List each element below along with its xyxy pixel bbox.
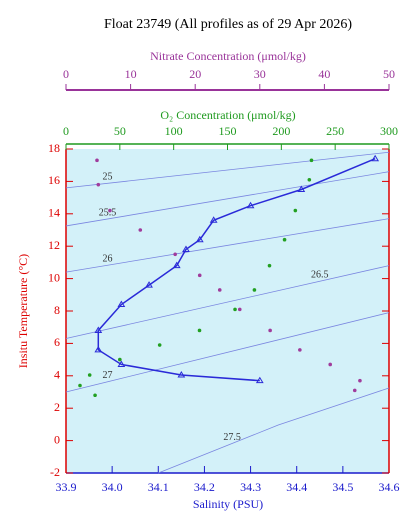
x-tick-label: 34.0 bbox=[102, 480, 123, 494]
chart-title: Float 23749 (All profiles as of 29 Apr 2… bbox=[104, 17, 352, 32]
nitrate-axis-label: Nitrate Concentration (μmol/kg) bbox=[150, 49, 306, 63]
profile-dot bbox=[138, 228, 143, 232]
contour-label: 25 bbox=[103, 172, 113, 183]
profile-dot bbox=[157, 343, 162, 347]
plot-background bbox=[66, 149, 389, 473]
contour-label: 27.5 bbox=[223, 432, 241, 443]
nitrate-tick-label: 30 bbox=[254, 67, 266, 81]
y-tick-label: 12 bbox=[48, 238, 60, 252]
profile-dot bbox=[267, 263, 272, 268]
o2-tick-label: 0 bbox=[63, 124, 69, 138]
y-tick-label: 0 bbox=[54, 432, 60, 446]
profile-dot bbox=[252, 288, 257, 292]
y-tick-label: 2 bbox=[54, 400, 60, 414]
profile-dot bbox=[173, 252, 177, 257]
profile-marker bbox=[297, 185, 306, 192]
profile-dot bbox=[197, 328, 202, 333]
x-tick-label: 34.4 bbox=[286, 480, 307, 494]
profile-dot bbox=[293, 208, 298, 213]
profile-dot bbox=[268, 328, 272, 333]
x-tick-label: 34.2 bbox=[194, 480, 215, 494]
density-contour bbox=[65, 151, 390, 189]
profile-dot bbox=[118, 357, 122, 362]
y-axis-label: Insitu Temperature (°C) bbox=[16, 254, 30, 368]
profile-marker bbox=[371, 154, 380, 162]
density-contour bbox=[158, 387, 390, 474]
profile-marker bbox=[177, 371, 186, 378]
profile-dot bbox=[95, 158, 99, 163]
y-tick-label: 16 bbox=[48, 173, 60, 187]
profile-dot bbox=[87, 373, 92, 377]
profile-dot bbox=[352, 388, 357, 393]
nitrate-tick-label: 40 bbox=[318, 67, 330, 81]
y-tick-label: 6 bbox=[54, 335, 60, 349]
profile-marker bbox=[246, 201, 255, 209]
y-tick-label: 18 bbox=[48, 141, 60, 155]
contour-label: 27 bbox=[103, 370, 113, 381]
contour-label: 25.5 bbox=[99, 207, 117, 218]
o2-axis-label: O₂ Concentration (μmol/kg) bbox=[160, 108, 295, 122]
profile-dot bbox=[328, 362, 333, 367]
profile-dot bbox=[309, 158, 314, 163]
y-tick-label: 8 bbox=[54, 303, 60, 317]
profile-dot bbox=[237, 307, 242, 312]
profile-marker bbox=[94, 326, 103, 333]
profile-marker bbox=[195, 235, 204, 243]
nitrate-tick-label: 0 bbox=[63, 67, 69, 81]
profile-dot bbox=[307, 177, 312, 182]
profile-dot bbox=[108, 208, 112, 213]
profile-dot bbox=[282, 237, 287, 242]
contour-label: 26.5 bbox=[311, 270, 329, 281]
y-tick-label: 14 bbox=[48, 206, 60, 220]
profile-marker bbox=[255, 376, 264, 384]
profile-dot bbox=[217, 288, 222, 292]
y-tick-label: -2 bbox=[50, 465, 60, 479]
profile-marker bbox=[145, 281, 153, 288]
profile-marker bbox=[117, 360, 126, 367]
x-tick-label: 34.6 bbox=[379, 480, 400, 494]
o2-tick-label: 250 bbox=[326, 124, 344, 138]
y-tick-label: 4 bbox=[54, 368, 60, 382]
profile-dot bbox=[358, 378, 362, 383]
profile-marker bbox=[209, 216, 218, 223]
x-tick-label: 34.1 bbox=[148, 480, 169, 494]
profile-marker bbox=[117, 300, 126, 308]
profile-dot bbox=[298, 348, 302, 352]
profile-dot bbox=[93, 393, 97, 398]
profile-dot bbox=[78, 383, 82, 388]
profile-dot bbox=[96, 182, 101, 187]
y-tick-label: 10 bbox=[48, 270, 60, 284]
profile-dot bbox=[233, 307, 237, 312]
o2-tick-label: 300 bbox=[380, 124, 398, 138]
profile-dot bbox=[197, 273, 202, 278]
nitrate-tick-label: 20 bbox=[189, 67, 201, 81]
o2-tick-label: 200 bbox=[272, 124, 290, 138]
o2-tick-label: 50 bbox=[114, 124, 126, 138]
o2-tick-label: 100 bbox=[165, 124, 183, 138]
density-contour bbox=[65, 218, 390, 273]
nitrate-tick-label: 50 bbox=[383, 67, 395, 81]
profile-marker bbox=[182, 245, 190, 252]
x-tick-label: 34.5 bbox=[332, 480, 353, 494]
contour-label: 26 bbox=[103, 254, 113, 265]
x-tick-label: 33.9 bbox=[56, 480, 77, 494]
o2-tick-label: 150 bbox=[219, 124, 237, 138]
density-contour bbox=[65, 265, 390, 339]
nitrate-tick-label: 10 bbox=[125, 67, 137, 81]
x-tick-label: 34.3 bbox=[240, 480, 261, 494]
density-contour bbox=[65, 312, 390, 393]
profile-marker bbox=[172, 261, 181, 269]
profile-marker bbox=[94, 345, 103, 353]
profile-line bbox=[97, 158, 376, 382]
density-contour bbox=[65, 171, 390, 227]
x-axis-label: Salinity (PSU) bbox=[193, 497, 263, 511]
